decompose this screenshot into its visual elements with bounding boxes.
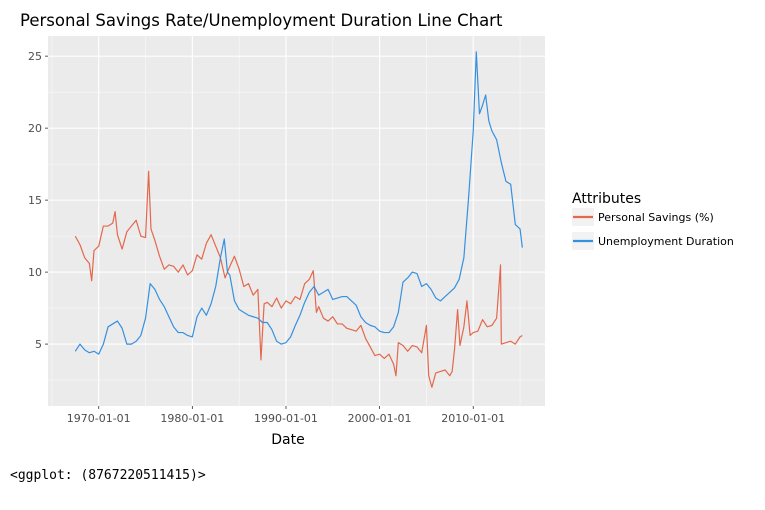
y-tick-label: 25 <box>28 50 42 63</box>
series-line-personal-savings <box>74 170 523 388</box>
x-tick-label: 2010-01-01 <box>441 412 505 425</box>
y-tick-label: 20 <box>28 122 42 135</box>
series-line-unemployment-duration <box>74 51 523 355</box>
y-tick-label: 5 <box>35 338 42 351</box>
legend-item-label: Unemployment Duration <box>598 235 734 248</box>
y-axis: 5 10 15 20 25 <box>28 50 48 351</box>
x-axis-label: Date <box>271 432 304 448</box>
x-axis: 1970-01-01 1980-01-01 1990-01-01 2000-01-01… <box>67 406 505 425</box>
chart-title: Personal Savings Rate/Unemployment Durat… <box>20 11 503 30</box>
y-tick-label: 10 <box>28 266 42 279</box>
x-tick-label: 2000-01-01 <box>348 412 412 425</box>
legend-item-label: Personal Savings (%) <box>598 211 714 224</box>
x-tick-label: 1990-01-01 <box>254 412 318 425</box>
line-chart: Personal Savings Rate/Unemployment Durat… <box>20 11 734 448</box>
y-tick-label: 15 <box>28 194 42 207</box>
ggplot-repr-caption: <ggplot: (8767220511415)> <box>10 468 206 483</box>
legend-title: Attributes <box>572 191 641 207</box>
series-layer <box>74 51 523 388</box>
plot-panel <box>48 36 545 406</box>
x-tick-label: 1980-01-01 <box>160 412 224 425</box>
x-tick-label: 1970-01-01 <box>67 412 131 425</box>
legend: Attributes Personal Savings (%) Unemploym… <box>572 191 734 250</box>
